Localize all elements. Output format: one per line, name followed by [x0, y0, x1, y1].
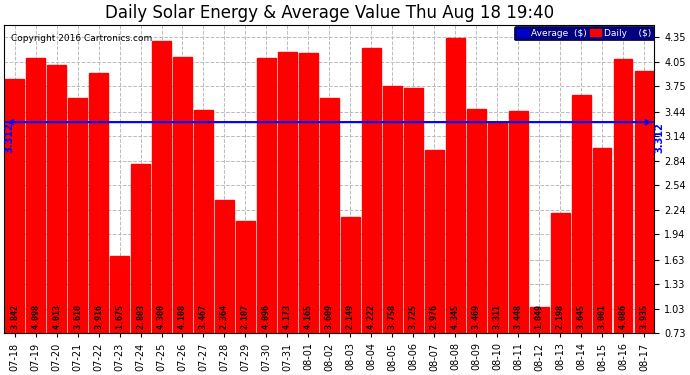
Text: 4.013: 4.013 [52, 304, 61, 329]
Text: 3.725: 3.725 [408, 304, 417, 329]
Bar [341, 217, 359, 333]
Bar [26, 58, 45, 333]
Bar [446, 38, 464, 333]
Text: 3.469: 3.469 [472, 304, 481, 329]
Text: 2.803: 2.803 [136, 304, 145, 329]
Bar [131, 164, 150, 333]
Bar [530, 308, 549, 333]
Text: 3.916: 3.916 [94, 304, 103, 329]
Text: 3.758: 3.758 [388, 304, 397, 329]
Text: 4.108: 4.108 [178, 304, 187, 329]
Bar [152, 42, 171, 333]
Bar [68, 98, 87, 333]
Bar [425, 150, 444, 333]
Bar [278, 52, 297, 333]
Bar [299, 53, 318, 333]
Text: 2.149: 2.149 [346, 304, 355, 329]
Text: 3.448: 3.448 [513, 304, 522, 329]
Text: 4.098: 4.098 [31, 304, 40, 329]
Legend: Average  ($), Daily    ($): Average ($), Daily ($) [515, 26, 653, 40]
Text: 4.096: 4.096 [262, 304, 271, 329]
Bar [236, 221, 255, 333]
Bar [215, 200, 234, 333]
Bar [362, 48, 381, 333]
Bar [509, 111, 528, 333]
Text: 4.086: 4.086 [618, 304, 627, 329]
Bar [194, 110, 213, 333]
Bar [593, 148, 611, 333]
Bar [571, 95, 591, 333]
Text: 4.165: 4.165 [304, 304, 313, 329]
Text: 3.610: 3.610 [73, 304, 82, 329]
Bar [257, 58, 276, 333]
Text: 3.312: 3.312 [655, 122, 664, 153]
Text: 3.935: 3.935 [640, 304, 649, 329]
Text: 4.222: 4.222 [367, 304, 376, 329]
Text: 3.842: 3.842 [10, 304, 19, 329]
Bar [6, 79, 24, 333]
Text: 3.311: 3.311 [493, 304, 502, 329]
Text: 3.001: 3.001 [598, 304, 607, 329]
Title: Daily Solar Energy & Average Value Thu Aug 18 19:40: Daily Solar Energy & Average Value Thu A… [105, 4, 554, 22]
Bar [173, 57, 192, 333]
Bar [89, 73, 108, 333]
Text: 2.107: 2.107 [241, 304, 250, 329]
Text: 3.609: 3.609 [325, 304, 334, 329]
Bar [635, 71, 653, 333]
Text: 4.345: 4.345 [451, 304, 460, 329]
Text: 4.173: 4.173 [283, 304, 292, 329]
Bar [47, 65, 66, 333]
Text: 3.645: 3.645 [577, 304, 586, 329]
Bar [488, 122, 506, 333]
Text: 2.364: 2.364 [220, 304, 229, 329]
Bar [110, 256, 129, 333]
Text: Copyright 2016 Cartronics.com: Copyright 2016 Cartronics.com [10, 34, 152, 44]
Text: 4.300: 4.300 [157, 304, 166, 329]
Text: 1.675: 1.675 [115, 304, 124, 329]
Bar [383, 86, 402, 333]
Bar [466, 110, 486, 333]
Text: 3.467: 3.467 [199, 304, 208, 329]
Bar [551, 213, 569, 333]
Bar [613, 59, 633, 333]
Text: 2.976: 2.976 [430, 304, 439, 329]
Bar [320, 98, 339, 333]
Text: 3.312: 3.312 [4, 122, 14, 153]
Text: 2.198: 2.198 [555, 304, 564, 329]
Text: 1.049: 1.049 [535, 304, 544, 329]
Bar [404, 88, 423, 333]
